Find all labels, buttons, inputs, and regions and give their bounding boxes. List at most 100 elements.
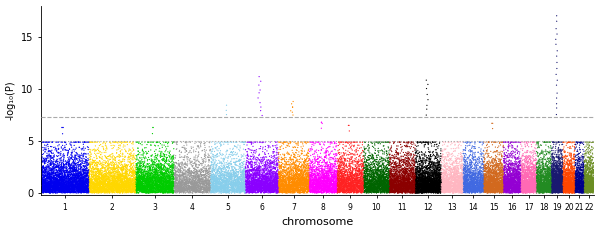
Point [110, 159, 120, 162]
Point [294, 178, 304, 182]
Point [344, 188, 354, 192]
Point [392, 171, 402, 175]
Point [535, 191, 545, 195]
Point [81, 161, 91, 164]
Point [51, 189, 61, 192]
Point [419, 184, 428, 188]
Point [237, 174, 247, 177]
Point [503, 185, 512, 189]
Point [520, 174, 530, 178]
Point [41, 182, 51, 186]
Point [350, 180, 359, 184]
Point [566, 178, 576, 182]
Point [484, 187, 494, 191]
Point [311, 185, 320, 188]
Point [507, 186, 517, 189]
Point [263, 184, 273, 188]
Point [265, 188, 274, 191]
Point [555, 157, 565, 161]
Point [339, 175, 349, 179]
Point [559, 166, 569, 170]
Point [506, 184, 515, 187]
Point [326, 179, 335, 182]
Point [499, 172, 509, 176]
Point [37, 178, 46, 181]
Point [62, 185, 72, 188]
Point [265, 183, 275, 186]
Point [555, 189, 565, 193]
Point [72, 186, 82, 190]
Point [109, 184, 119, 188]
Point [498, 181, 508, 185]
Point [250, 184, 260, 188]
Point [515, 183, 525, 186]
Point [68, 189, 78, 192]
Point [359, 183, 368, 187]
Point [425, 188, 435, 192]
Point [503, 183, 513, 187]
Point [73, 188, 82, 191]
Point [518, 170, 528, 174]
Point [300, 170, 310, 174]
Point [253, 186, 263, 189]
Point [326, 156, 335, 160]
Point [267, 184, 277, 187]
Point [435, 157, 445, 161]
Point [485, 167, 495, 171]
Point [178, 166, 187, 170]
Point [482, 191, 492, 195]
Point [542, 190, 551, 193]
Point [495, 168, 505, 172]
Point [362, 185, 371, 189]
Point [285, 170, 295, 174]
Point [549, 186, 559, 190]
Point [161, 169, 170, 172]
Point [470, 187, 479, 191]
Point [390, 185, 400, 189]
Point [548, 177, 558, 181]
Point [567, 164, 577, 168]
Point [344, 164, 354, 168]
Point [388, 178, 397, 181]
Point [139, 181, 149, 185]
Point [161, 176, 170, 180]
Point [71, 167, 81, 170]
Point [550, 180, 560, 184]
Point [303, 173, 313, 176]
Point [439, 175, 448, 178]
Point [448, 185, 457, 188]
Point [380, 177, 389, 181]
Point [171, 189, 181, 192]
Point [322, 185, 332, 188]
Point [202, 169, 211, 173]
Point [106, 182, 115, 185]
Point [43, 183, 53, 187]
Point [155, 178, 165, 182]
Point [328, 183, 338, 187]
Point [163, 183, 172, 187]
Point [359, 178, 369, 181]
Point [430, 181, 439, 184]
Point [499, 175, 508, 179]
Point [63, 190, 73, 194]
Point [257, 177, 266, 181]
Point [244, 184, 254, 187]
Point [101, 168, 110, 171]
Point [194, 185, 204, 188]
Point [46, 163, 56, 167]
Point [96, 190, 106, 193]
Point [583, 188, 593, 192]
Point [196, 187, 205, 191]
Point [161, 179, 170, 182]
Point [195, 182, 205, 185]
Point [457, 175, 467, 179]
Point [175, 186, 184, 190]
Point [320, 178, 329, 181]
Point [579, 185, 589, 189]
Point [254, 189, 263, 193]
Point [548, 182, 558, 185]
Point [527, 178, 537, 182]
Point [543, 174, 553, 178]
Point [110, 182, 119, 186]
Point [522, 179, 532, 183]
